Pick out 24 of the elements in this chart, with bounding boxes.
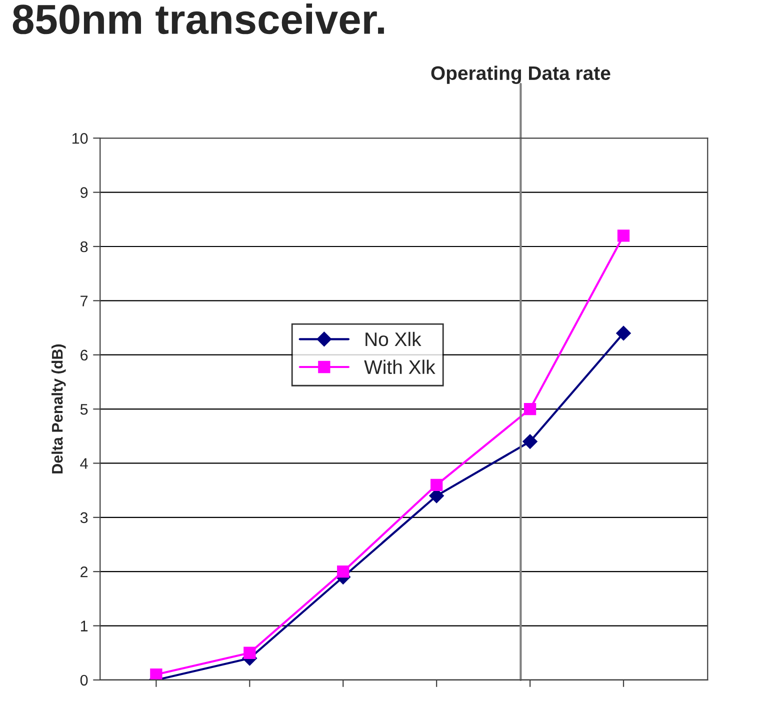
point [522, 434, 538, 449]
text: Operating Data rate [431, 66, 610, 84]
y-tick-label: 8 [80, 241, 88, 252]
y-tick-label: 7 [80, 296, 88, 306]
y-tick-label: 4 [80, 458, 88, 469]
point [616, 326, 631, 341]
y-tick-label: 5 [80, 404, 88, 415]
y-tick-label: 10 [72, 132, 88, 144]
point [244, 646, 256, 659]
legend-label: No Xlk [366, 332, 422, 346]
legend-label: With Xlk [364, 360, 436, 374]
point [617, 230, 630, 242]
chart-title: 850nm transceiver. [12, 4, 384, 34]
y-tick-label: 3 [80, 512, 88, 524]
y-tick-label: 9 [80, 187, 88, 198]
point [430, 478, 443, 491]
y-tick-label: 1 [80, 620, 88, 632]
point [337, 566, 350, 578]
y-tick-label: 0 [80, 674, 88, 686]
y-tick-label: 6 [80, 350, 88, 361]
y-axis-title: Delta Penalty (dB) [52, 344, 66, 474]
point [524, 402, 536, 416]
point [150, 668, 162, 680]
y-tick-label: 2 [80, 566, 88, 578]
